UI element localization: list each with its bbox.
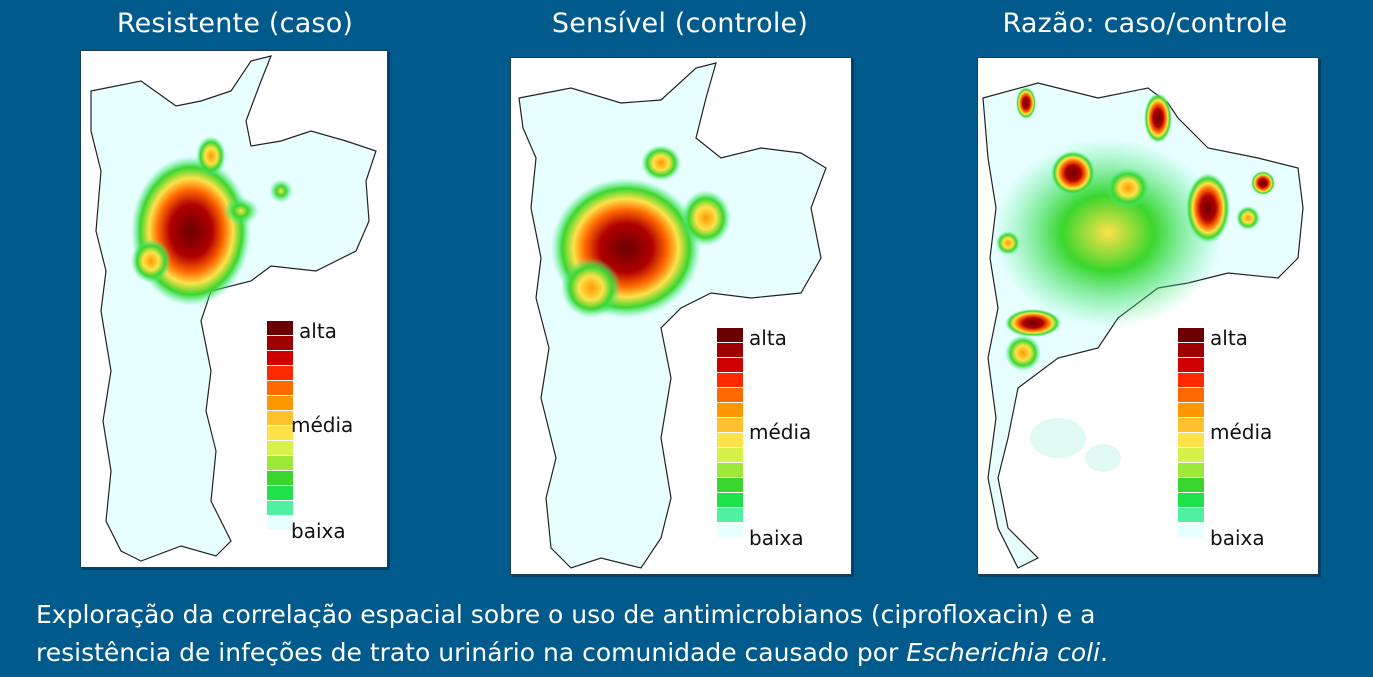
legend-swatch	[267, 441, 293, 455]
legend-label-high: alta	[299, 319, 337, 343]
caption: Exploração da correlação espacial sobre …	[36, 596, 1356, 672]
map-resistente	[90, 55, 377, 562]
caption-line-2-suffix: .	[1100, 638, 1108, 667]
legend-swatch	[717, 433, 743, 447]
panel-title-razao: Razão: caso/controle	[1002, 8, 1288, 39]
legend-swatch	[1178, 403, 1204, 417]
legend-swatch	[1178, 388, 1204, 402]
legend-swatch	[267, 381, 293, 395]
legend-swatch	[267, 501, 293, 515]
legend-swatch	[717, 448, 743, 462]
caption-line-2-prefix: resistência de infeções de trato urinári…	[36, 638, 907, 667]
legend-swatch	[1178, 343, 1204, 357]
caption-line-1: Exploração da correlação espacial sobre …	[36, 600, 1096, 629]
legend-swatch	[1178, 418, 1204, 432]
legend-label-low: baixa	[749, 526, 804, 550]
legend-swatch	[267, 516, 293, 530]
panel-title-sensivel: Sensível (controle)	[551, 8, 809, 39]
legend-swatch	[1178, 493, 1204, 507]
map-panel-resistente: alta média baixa	[80, 50, 388, 568]
legend-label-low: baixa	[1210, 526, 1265, 550]
map-panel-razao: alta média baixa	[977, 57, 1319, 575]
legend-swatch	[717, 463, 743, 477]
legend-label-mid: média	[749, 420, 812, 444]
legend-swatch	[267, 366, 293, 380]
legend-swatch	[267, 486, 293, 500]
caption-species: Escherichia coli	[906, 638, 1101, 667]
legend-swatch	[1178, 508, 1204, 522]
panel-title-resistente: Resistente (caso)	[116, 8, 354, 39]
legend-swatch	[717, 373, 743, 387]
legend-swatch	[717, 343, 743, 357]
legend-label-low: baixa	[291, 519, 346, 543]
legend-swatch	[717, 358, 743, 372]
legend-swatch	[1178, 358, 1204, 372]
legend-swatch	[1178, 523, 1204, 537]
legend-swatch	[267, 471, 293, 485]
map-panel-sensivel: alta média baixa	[510, 57, 852, 575]
legend-swatch	[1178, 373, 1204, 387]
map-sensivel	[518, 62, 827, 569]
legend-swatch	[267, 351, 293, 365]
legend-label-high: alta	[749, 326, 787, 350]
legend-swatch	[267, 321, 293, 335]
legend-swatch	[1178, 433, 1204, 447]
legend-swatch	[717, 403, 743, 417]
legend-swatch	[1178, 478, 1204, 492]
legend-swatch	[717, 328, 743, 342]
map-razao	[982, 82, 1304, 569]
legend-swatch	[1178, 448, 1204, 462]
city-outline	[518, 62, 827, 569]
legend-label-mid: média	[291, 413, 354, 437]
legend-swatch	[717, 388, 743, 402]
legend-label-high: alta	[1210, 326, 1248, 350]
caption-line-2: resistência de infeções de trato urinári…	[36, 634, 1356, 672]
legend-swatch	[267, 456, 293, 470]
legend-swatch	[717, 478, 743, 492]
legend-swatch	[267, 426, 293, 440]
legend-swatch	[267, 336, 293, 350]
legend-swatch	[717, 523, 743, 537]
legend-swatch	[267, 411, 293, 425]
legend-label-mid: média	[1210, 420, 1273, 444]
legend-swatch	[267, 396, 293, 410]
legend-swatch	[717, 418, 743, 432]
legend-swatch	[717, 508, 743, 522]
city-outline	[90, 55, 377, 562]
legend-swatch	[1178, 328, 1204, 342]
legend-swatch	[1178, 463, 1204, 477]
legend-swatch	[717, 493, 743, 507]
